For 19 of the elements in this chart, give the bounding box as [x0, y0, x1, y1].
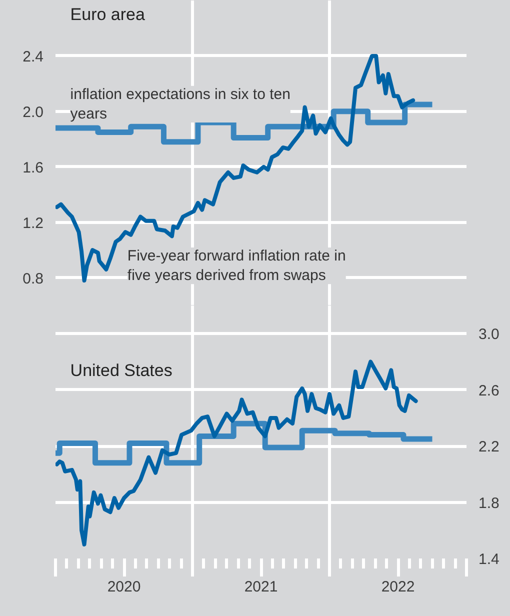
y-tick-label: 2.0 — [22, 104, 44, 121]
series-label: Five-year forward inflation rate in five years derived from swaps — [127, 248, 346, 284]
y-tick-label: 1.2 — [22, 214, 44, 232]
x-tick-label: 2020 — [107, 578, 141, 596]
y2-tick-label: 2.2 — [478, 438, 500, 456]
y2-tick-label: 3.0 — [478, 326, 500, 344]
chart-title: Euro area — [70, 5, 146, 24]
y2-tick-label: 1.8 — [478, 494, 500, 512]
y2-tick-label: 1.4 — [478, 551, 500, 568]
line-series — [56, 54, 416, 283]
x-tick-label: 2021 — [244, 578, 278, 596]
y2-tick-label: 2.6 — [478, 382, 500, 400]
text: United States — [70, 361, 172, 380]
x-tick-label: 2022 — [381, 578, 415, 596]
y-tick-label: 2.4 — [22, 48, 44, 66]
y-tick-label: 0.8 — [22, 270, 44, 288]
line-series — [56, 360, 418, 546]
y-tick-label: 1.6 — [22, 159, 44, 176]
series-label: inflation expectations in six to ten years — [70, 86, 290, 122]
